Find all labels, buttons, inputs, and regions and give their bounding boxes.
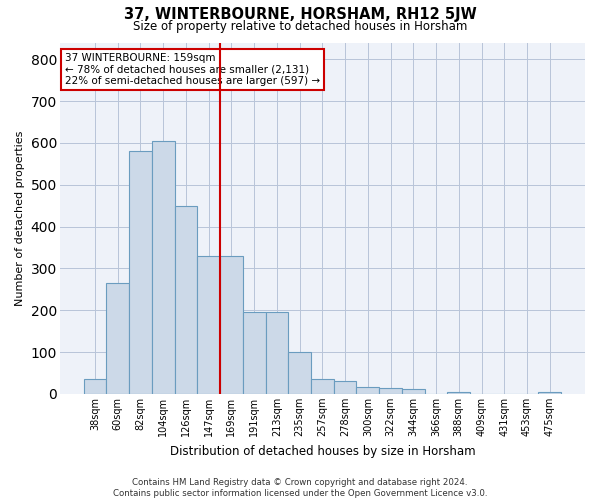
Bar bbox=[220, 256, 243, 394]
Text: Contains HM Land Registry data © Crown copyright and database right 2024.
Contai: Contains HM Land Registry data © Crown c… bbox=[113, 478, 487, 498]
Bar bbox=[288, 352, 311, 394]
Bar bbox=[129, 152, 152, 394]
Bar bbox=[266, 312, 288, 394]
Text: 37 WINTERBOURNE: 159sqm
← 78% of detached houses are smaller (2,131)
22% of semi: 37 WINTERBOURNE: 159sqm ← 78% of detache… bbox=[65, 53, 320, 86]
Y-axis label: Number of detached properties: Number of detached properties bbox=[15, 130, 25, 306]
Text: Size of property relative to detached houses in Horsham: Size of property relative to detached ho… bbox=[133, 20, 467, 33]
Bar bbox=[152, 141, 175, 394]
Bar bbox=[334, 380, 356, 394]
Bar bbox=[175, 206, 197, 394]
Bar bbox=[106, 283, 129, 394]
Bar bbox=[243, 312, 266, 394]
X-axis label: Distribution of detached houses by size in Horsham: Distribution of detached houses by size … bbox=[170, 444, 475, 458]
Bar bbox=[379, 388, 402, 394]
Bar bbox=[356, 387, 379, 394]
Bar bbox=[197, 256, 220, 394]
Text: 37, WINTERBOURNE, HORSHAM, RH12 5JW: 37, WINTERBOURNE, HORSHAM, RH12 5JW bbox=[124, 8, 476, 22]
Bar bbox=[83, 379, 106, 394]
Bar bbox=[538, 392, 561, 394]
Bar bbox=[402, 389, 425, 394]
Bar bbox=[311, 379, 334, 394]
Bar bbox=[448, 392, 470, 394]
